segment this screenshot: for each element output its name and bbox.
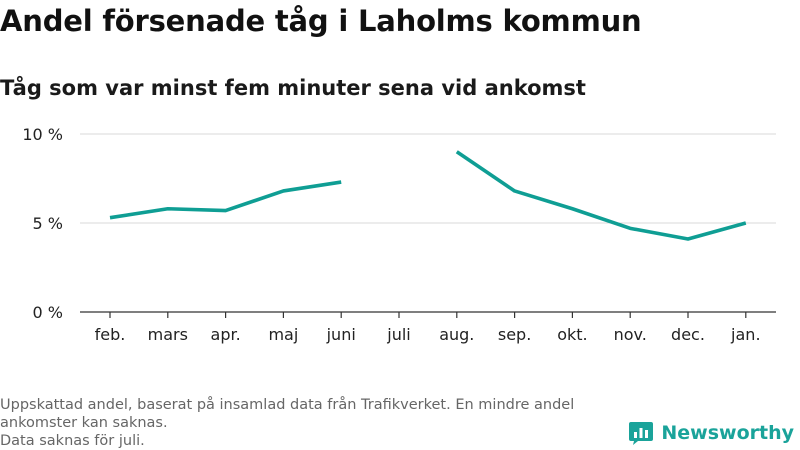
newsworthy-logo-icon (629, 422, 654, 445)
x-tick-label: maj (268, 325, 298, 344)
brand-logo: Newsworthy (628, 420, 794, 446)
chart-title: Andel försenade tåg i Laholms kommun (0, 4, 642, 38)
footnote-line-1: Uppskattad andel, baserat på insamlad da… (0, 397, 575, 413)
x-tick-label: okt. (557, 325, 587, 344)
x-tick-label: aug. (439, 325, 474, 344)
brand-name: Newsworthy (661, 422, 794, 444)
x-tick-label: juli (386, 325, 410, 344)
footnote-line-3: Data saknas för juli. (0, 433, 145, 449)
x-tick-label: jan. (730, 325, 760, 344)
y-tick-label: 10 % (22, 125, 63, 144)
chart-subtitle: Tåg som var minst fem minuter sena vid a… (0, 76, 586, 100)
x-tick-label: apr. (211, 325, 241, 344)
line-chart: 0 % 5 % 10 % feb. mars apr. maj juni juli aug. sep… (22, 125, 776, 344)
x-tick-label: nov. (614, 325, 647, 344)
y-tick-label: 5 % (33, 214, 63, 233)
chart-footnote: Uppskattad andel, baserat på insamlad da… (0, 396, 630, 450)
y-tick-label: 0 % (33, 303, 63, 322)
series-line-segment (109, 180, 342, 220)
x-tick-label: dec. (671, 325, 705, 344)
footnote-line-2: ankomster kan saknas. (0, 415, 168, 431)
x-tick-label: juni (326, 325, 356, 344)
series-line-segment (455, 150, 747, 241)
x-tick-label: feb. (95, 325, 126, 344)
x-tick-label: sep. (498, 325, 531, 344)
x-tick-label: mars (148, 325, 188, 344)
